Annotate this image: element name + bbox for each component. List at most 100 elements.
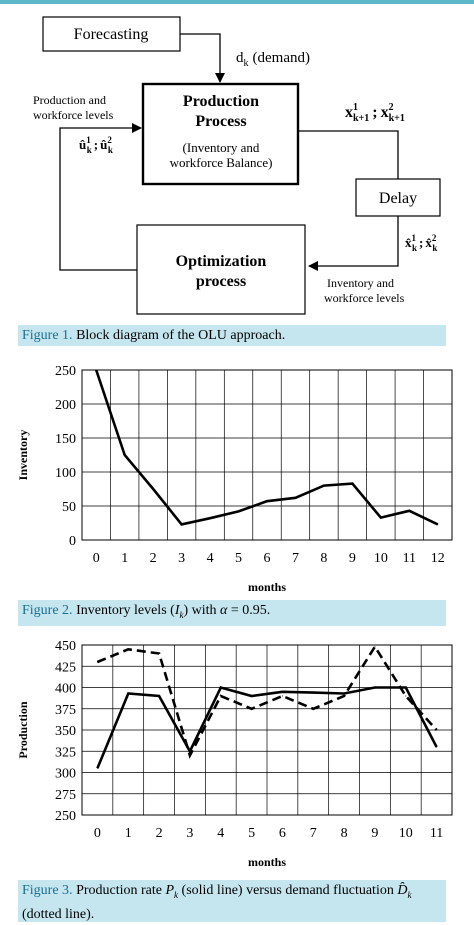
optimization-title-2: process (196, 273, 246, 290)
optimization-box (136, 224, 306, 315)
figure3-caption-var2-sub: k (407, 889, 412, 900)
y-tick-label: 350 (55, 724, 76, 739)
figure2-caption-var-sub: k (179, 609, 184, 620)
y-tick-label: 250 (55, 809, 76, 824)
data-point (294, 497, 296, 499)
y-axis-title: Production (16, 701, 30, 758)
x-tick-label: 6 (279, 826, 286, 841)
x-tick-label: 10 (399, 826, 413, 841)
production-process-box (141, 82, 300, 186)
figure2-caption-text-a: Inventory levels ( (72, 603, 175, 618)
demand-label: dk (demand) (236, 50, 310, 69)
x-tick-label: 3 (178, 551, 185, 566)
y-tick-label: 100 (55, 466, 76, 481)
y-tick-label: 200 (55, 398, 76, 413)
data-point (96, 661, 98, 663)
data-point (158, 695, 160, 697)
inventory-workforce-2: workforce levels (324, 291, 405, 305)
demand-arrow (180, 33, 225, 83)
data-point (238, 510, 240, 512)
delay-box (355, 178, 441, 217)
x-tick-label: 7 (292, 551, 299, 566)
figure3-caption-text-a: Production rate (72, 883, 166, 898)
data-point (312, 708, 314, 710)
y-tick-label: 50 (62, 500, 76, 515)
data-point (181, 523, 183, 525)
figure3-caption-label: Figure 3. (22, 883, 73, 898)
figure2-caption: Figure 2. Inventory levels (Ik) with α =… (18, 600, 446, 626)
control-arrow (59, 123, 142, 271)
x-tick-label: 1 (121, 551, 128, 566)
figure1-caption: Figure 1. Block diagram of the OLU appro… (18, 325, 446, 346)
figure1-caption-text: Block diagram of the OLU approach. (72, 328, 286, 343)
x-axis-title: months (248, 580, 286, 594)
y-tick-label: 250 (55, 364, 76, 379)
x-tick-label: 11 (430, 826, 443, 841)
forecasting-label: Forecasting (74, 26, 149, 43)
x-tick-label: 3 (186, 826, 193, 841)
data-point (96, 767, 98, 769)
y-tick-label: 425 (55, 660, 76, 675)
x-tick-label: 6 (264, 551, 271, 566)
figure2-caption-var: I (174, 603, 180, 618)
x-axis-title: months (248, 855, 286, 869)
figure3-caption-var: P (165, 883, 175, 898)
data-point (323, 485, 325, 487)
data-point (436, 729, 438, 731)
production-title-2: Process (195, 113, 246, 130)
data-point (437, 523, 439, 525)
x-tick-label: 9 (349, 551, 356, 566)
data-point (374, 646, 376, 648)
data-point (152, 488, 154, 490)
top-accent-bar (0, 0, 474, 4)
x-tick-label: 5 (235, 551, 242, 566)
data-point (251, 708, 253, 710)
figure2-caption-text-b: ) with (183, 603, 221, 618)
data-point (220, 695, 222, 697)
forecasting-box (42, 16, 181, 52)
data-point (436, 746, 438, 748)
y-tick-label: 300 (55, 767, 76, 782)
x-tick-label: 0 (94, 826, 101, 841)
data-point (220, 687, 222, 688)
y-tick-label: 400 (55, 682, 76, 697)
x-tick-label: 4 (207, 551, 214, 566)
figure3-caption-var2: D̂ (397, 883, 408, 898)
delay-label: Delay (379, 190, 417, 207)
optimization-title-1: Optimization (176, 253, 267, 270)
x-tick-label: 0 (93, 551, 100, 566)
figure2-caption-text-c: = 0.95. (227, 603, 271, 618)
x-tick-label: 2 (150, 551, 157, 566)
y-tick-label: 325 (55, 745, 76, 760)
data-point (189, 750, 191, 752)
production-sub-1: (Inventory and (183, 140, 260, 155)
production-chart: 250 275 300 325 350 375 400 425 450 0 1 2 3 4 5 6 7 8 9 10 1… (16, 639, 453, 869)
dashed-series-line (96, 644, 438, 759)
production-title-1: Production (183, 93, 259, 110)
uhat-label: û1 k; û2 k (79, 135, 113, 155)
figure2-caption-label: Figure 2. (22, 603, 73, 618)
data-point (158, 653, 160, 654)
figure2-caption-alpha: α (220, 603, 228, 618)
data-point (405, 687, 407, 688)
xhat-label: x̂1 k; x̂2 k (405, 233, 437, 253)
data-point (351, 483, 353, 485)
data-point (405, 695, 407, 697)
x-tick-label: 8 (341, 826, 348, 841)
data-point (189, 755, 191, 756)
inventory-workforce-1: Inventory and (327, 276, 394, 290)
production-workforce-1: Production and (33, 93, 106, 107)
data-point (343, 692, 345, 694)
figure3-caption: Figure 3. Production rate Pk (solid line… (18, 880, 446, 922)
data-point (281, 691, 283, 693)
data-point (124, 454, 126, 456)
x-tick-label: 9 (371, 826, 378, 841)
y-tick-label: 150 (55, 432, 76, 447)
data-point (374, 687, 376, 688)
data-point (408, 510, 410, 512)
output-line (298, 130, 399, 179)
data-point (343, 695, 345, 697)
solid-series-line (96, 685, 438, 769)
data-point (281, 695, 283, 697)
feedback-arrow (308, 216, 399, 271)
